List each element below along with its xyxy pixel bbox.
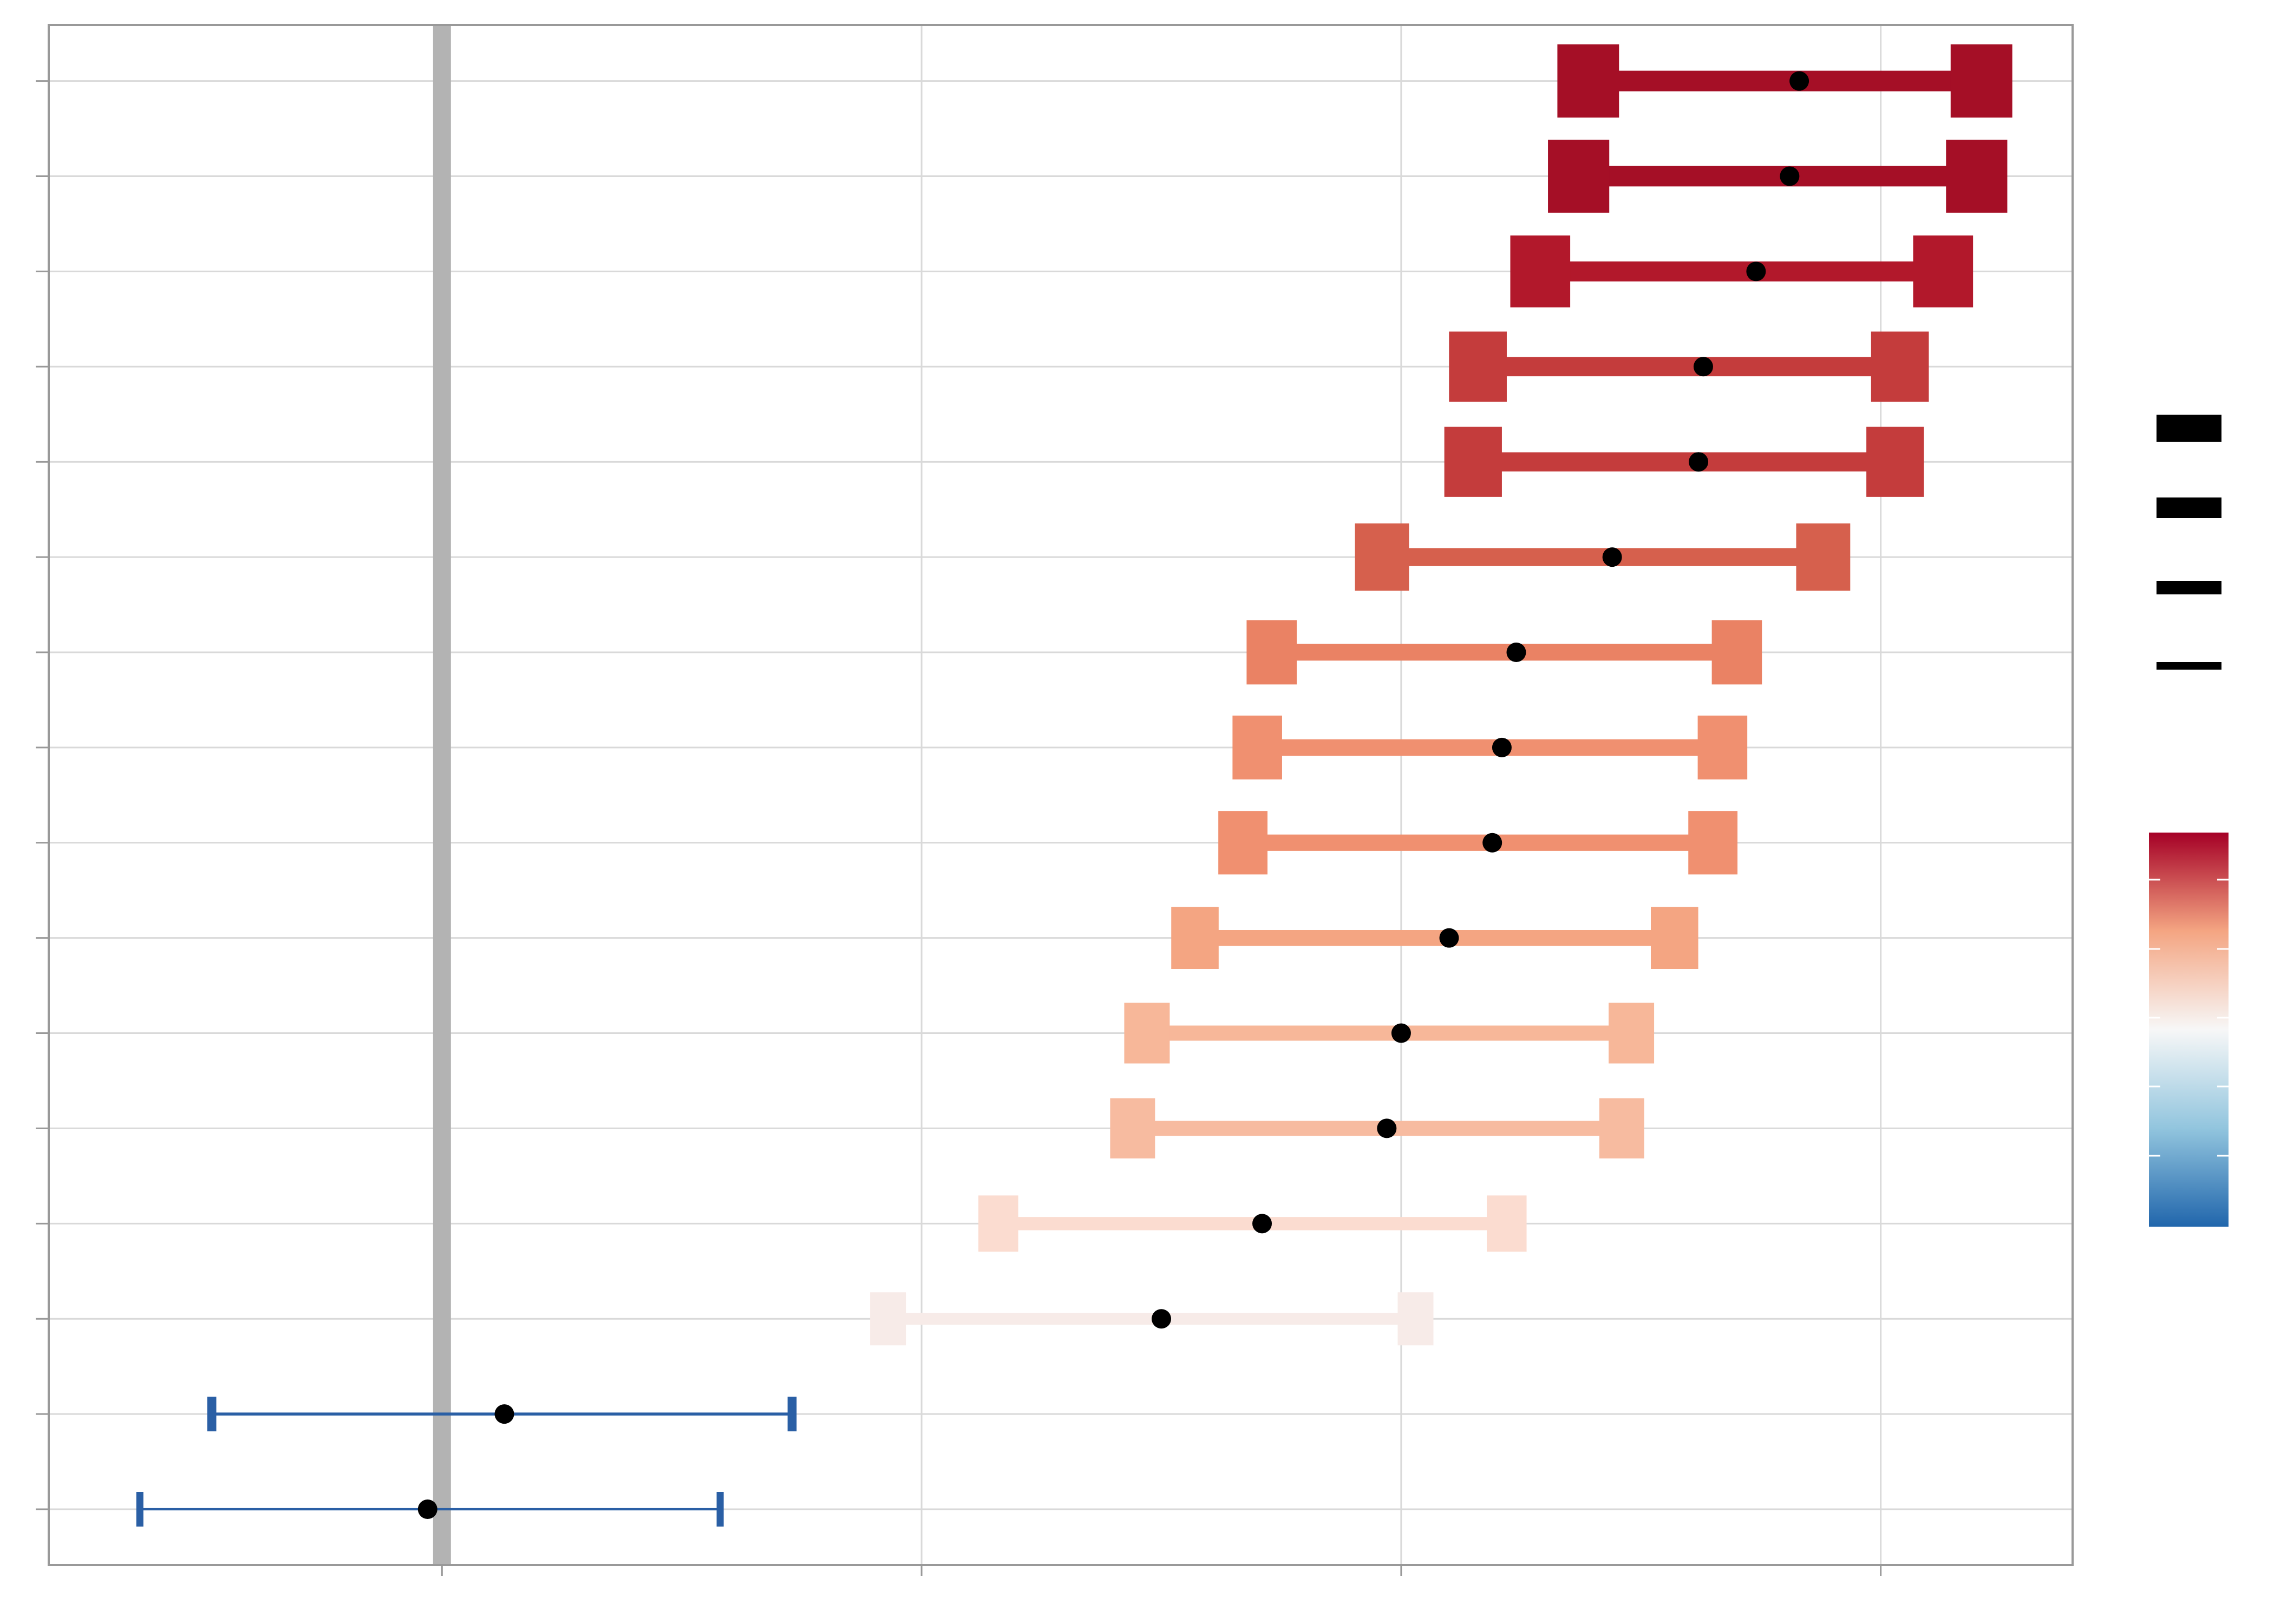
point <box>1780 166 1800 186</box>
legend-key <box>2157 581 2221 594</box>
point <box>1439 928 1459 948</box>
legend-key <box>2157 415 2221 442</box>
panel-border <box>48 24 2074 1566</box>
point <box>1746 261 1766 281</box>
point <box>1789 71 1809 91</box>
colorbar-fill <box>2149 833 2229 1227</box>
point <box>1391 1023 1411 1043</box>
point <box>494 1404 514 1424</box>
point <box>1693 357 1713 377</box>
point <box>1602 547 1622 567</box>
point <box>1252 1214 1272 1234</box>
legend-key <box>2157 662 2221 670</box>
point <box>1482 833 1502 853</box>
point <box>1689 452 1709 472</box>
point <box>1152 1309 1172 1329</box>
point <box>1377 1118 1397 1138</box>
point <box>1506 642 1526 662</box>
colorbar <box>2149 833 2229 1227</box>
point <box>417 1499 437 1519</box>
legend-key <box>2157 497 2221 518</box>
size-legend <box>2157 415 2221 670</box>
point <box>1492 737 1512 757</box>
